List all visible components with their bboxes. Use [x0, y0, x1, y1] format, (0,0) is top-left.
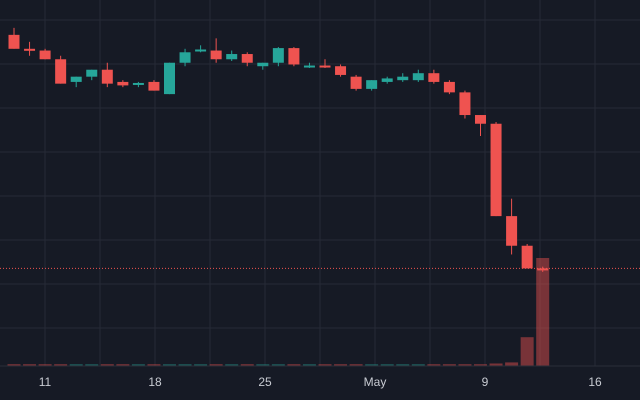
volume-bar	[240, 364, 254, 366]
x-tick-label: 18	[148, 375, 162, 389]
volume-bar	[163, 364, 176, 366]
volume-bar	[396, 364, 410, 366]
volume-bar	[7, 364, 21, 366]
candle-body	[335, 66, 347, 75]
volume-bar	[23, 364, 37, 366]
x-tick-label: May	[364, 375, 387, 389]
candle-body	[381, 78, 393, 82]
volume-bar	[131, 364, 145, 366]
volume-bar	[256, 364, 270, 366]
time-axis: 11 18 25 May 9 16	[0, 365, 640, 389]
candle-body	[101, 69, 113, 84]
x-tick-label: 25	[258, 375, 272, 389]
volume-bar	[349, 364, 363, 366]
volume-bar	[427, 364, 441, 366]
candle-body	[537, 268, 549, 271]
volume-bar	[442, 364, 456, 366]
candle-body	[24, 48, 36, 51]
volume-bar	[225, 364, 239, 366]
volume-bar	[69, 364, 83, 366]
volume-bar	[209, 364, 223, 366]
volume-bar	[271, 364, 285, 366]
candle-body	[148, 81, 160, 91]
volume-bars	[7, 258, 550, 366]
candle-body	[55, 59, 67, 84]
volume-bar	[38, 364, 52, 366]
candle-body	[226, 54, 238, 60]
volume-bar	[302, 364, 316, 366]
candle-body	[164, 62, 175, 95]
x-tick-label: 16	[588, 375, 602, 389]
candle-body	[70, 76, 82, 82]
candle-body	[459, 92, 471, 116]
candle-body	[272, 48, 284, 63]
candle-body	[8, 34, 20, 49]
volume-bar	[365, 364, 379, 366]
x-tick-label: 11	[39, 375, 52, 389]
candle-body	[210, 50, 222, 60]
candle-body	[257, 62, 269, 67]
candle-body	[443, 81, 455, 93]
volume-bar	[380, 364, 394, 366]
candle-body	[428, 73, 440, 82]
candles	[8, 27, 549, 272]
candle-body	[303, 65, 315, 68]
volume-bar	[194, 364, 208, 366]
volume-bar	[505, 362, 519, 366]
candle-body	[397, 76, 409, 81]
volume-bar	[474, 364, 487, 366]
volume-bar	[116, 364, 130, 366]
candle-body	[39, 50, 51, 60]
volume-bar	[54, 364, 68, 366]
volume-bar	[489, 363, 503, 366]
volume-bar	[85, 364, 99, 366]
candle-body	[288, 48, 300, 65]
gridlines	[0, 0, 640, 366]
volume-bar	[536, 258, 550, 366]
candle-body	[506, 216, 518, 246]
candle-body	[350, 76, 362, 89]
candle-body	[412, 73, 424, 81]
volume-bar	[334, 364, 348, 366]
volume-bar	[100, 364, 114, 366]
volume-bar	[411, 364, 425, 366]
volume-bar	[287, 364, 301, 366]
candle-body	[86, 69, 98, 77]
candle-body	[117, 81, 129, 86]
candle-body	[319, 65, 331, 68]
volume-bar	[520, 337, 534, 366]
volume-bar	[318, 364, 332, 366]
volume-bar	[147, 364, 161, 366]
volume-bar	[458, 364, 472, 366]
x-tick-label: 9	[482, 375, 489, 389]
candle-body	[132, 82, 144, 85]
candle-body	[490, 123, 502, 217]
candle-body	[475, 115, 486, 124]
candle-body	[241, 54, 253, 63]
candle-body	[521, 245, 533, 269]
candle-body	[179, 52, 191, 63]
candle-body	[195, 49, 207, 52]
volume-bar	[178, 364, 192, 366]
candle-body	[366, 80, 378, 89]
